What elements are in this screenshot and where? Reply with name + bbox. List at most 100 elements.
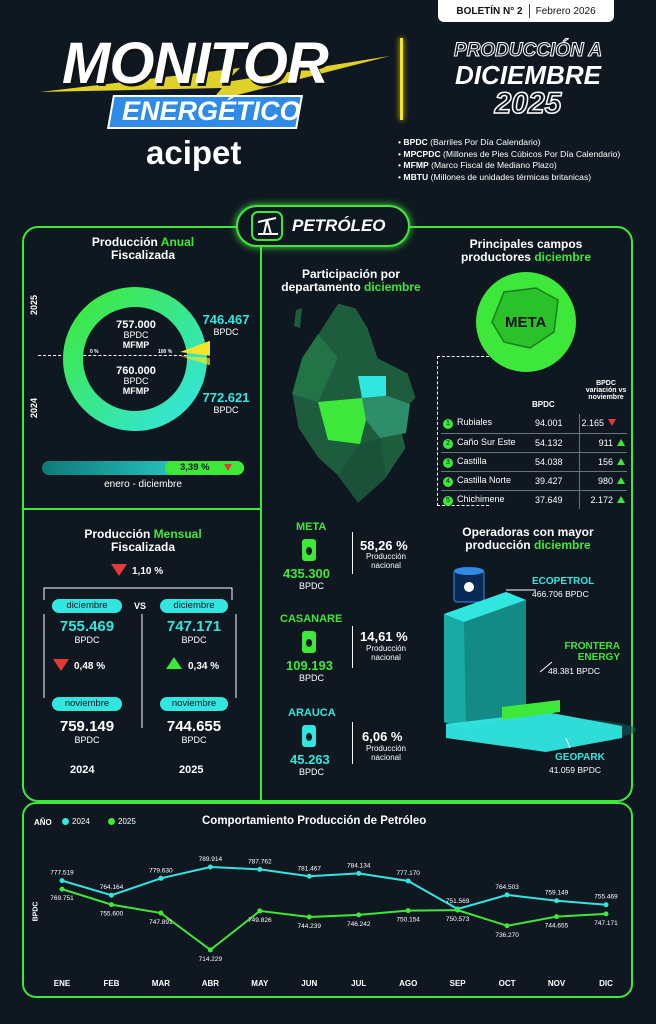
nov-2025-pill: noviembre — [160, 697, 228, 711]
data-label: 779.630 — [149, 867, 173, 874]
production-line1: PRODUCCIÓN A — [453, 40, 603, 62]
field-bpdc: 94.001 — [533, 414, 580, 434]
field-name: 4 Castilla Norte — [441, 471, 533, 491]
dept-arauca-label: Producción nacional — [365, 744, 407, 762]
nov-2024-value: 759.149 — [59, 718, 115, 735]
chart-title: Comportamiento Producción de Petróleo — [202, 815, 427, 827]
data-point — [257, 908, 263, 914]
meta-region-circle — [476, 272, 576, 372]
x-tick-label: MAR — [152, 979, 170, 988]
dept-meta-unit: BPDC — [299, 581, 325, 591]
monitor-title: MONITOR — [62, 31, 329, 96]
x-tick-label: DIC — [599, 979, 613, 988]
data-label: 769.751 — [50, 895, 74, 902]
dept-arauca-pct: 6,06 % — [362, 729, 403, 744]
x-tick-label: AGO — [399, 979, 417, 988]
dec-2024-pill: diciembre — [52, 599, 122, 613]
table-row: 2 Caño Sur Este 54.132 911 — [441, 433, 627, 453]
data-label: 777.170 — [396, 870, 420, 877]
bulletin-number: BOLETÍN N° 2 — [456, 5, 523, 17]
data-label: 751.569 — [446, 898, 470, 905]
dept-casanare-name: CASANARE — [280, 613, 343, 625]
field-var: 156 — [579, 452, 627, 472]
data-point — [158, 875, 164, 881]
col-bpdc-header: BPDC — [532, 400, 555, 409]
data-point — [455, 907, 461, 913]
field-name: 3 Castilla — [441, 452, 533, 472]
colombia-map — [291, 302, 417, 504]
legend-2024-label: 2024 — [72, 817, 90, 826]
data-label: 789.914 — [199, 856, 223, 863]
data-point — [59, 886, 65, 892]
table-row: 1 Rubiales 94.001 2.165 — [441, 414, 627, 434]
operator-ecopetrol-name: ECOPETROL — [532, 576, 595, 587]
value-2024-block: 772.621 BPDC — [200, 390, 252, 415]
header-divider — [400, 38, 403, 120]
year-2025-label: 2025 — [29, 294, 40, 316]
data-label: 747.891 — [149, 919, 173, 926]
data-label: 744.655 — [545, 923, 569, 930]
x-tick-label: OCT — [499, 979, 516, 988]
mfmp-2024-label: MFMP — [122, 386, 150, 396]
x-tick-label: SEP — [450, 979, 467, 988]
data-point — [405, 908, 411, 914]
tag-divider — [528, 4, 530, 18]
glossary-item: • BPDC (Barriles Por Día Calendario) — [398, 137, 541, 147]
data-point — [504, 923, 510, 929]
arrow-up-icon — [617, 495, 625, 503]
legend-2025: 2025 — [108, 817, 136, 826]
x-tick-label: ENE — [54, 979, 71, 988]
data-point — [554, 914, 560, 920]
nov-2025-block: 744.655 BPDC — [160, 718, 228, 745]
series-line-2024 — [61, 866, 607, 911]
monthly-title: Producción Mensual Fiscalizada — [84, 527, 202, 554]
legend-title: AÑO — [34, 818, 52, 827]
energetico-title: ENERGÉTICO — [122, 96, 301, 126]
chg-2024-value: 0,48 % — [74, 661, 106, 672]
bulletin-date: Febrero 2026 — [535, 5, 596, 17]
data-point — [603, 902, 609, 908]
data-label: 749.826 — [248, 917, 272, 924]
value-2025-block: 746.467 BPDC — [200, 312, 252, 337]
data-label: 750.154 — [396, 917, 420, 924]
x-tick-label: FEB — [103, 979, 119, 988]
field-var: 2.165 — [579, 414, 627, 434]
chg-2024-down-icon — [53, 659, 69, 671]
fields-table: 1 Rubiales 94.001 2.165 2 Caño Sur Este 54… — [441, 414, 627, 509]
data-point — [207, 947, 213, 953]
x-tick-label: NOV — [548, 979, 566, 988]
data-label: 755.600 — [100, 911, 124, 918]
pct-hundred: 100 % — [158, 349, 173, 355]
production-line2: DICIEMBRE — [455, 60, 601, 90]
nov-2025-value: 744.655 — [166, 718, 222, 735]
field-var: 980 — [579, 471, 627, 491]
mfmp-2025-unit: BPDC — [123, 330, 149, 340]
top-change-down-icon — [111, 564, 127, 576]
oil-pump-icon — [251, 211, 283, 241]
data-label: 750.573 — [446, 916, 470, 923]
annual-title: Producción Anual Fiscalizada — [91, 235, 195, 262]
dept-casanare-divider — [352, 626, 353, 668]
dec-2025-pill: diciembre — [160, 599, 228, 613]
x-tick-label: JUL — [351, 979, 366, 988]
nov-2024-pill: noviembre — [52, 697, 122, 711]
production-heading: PRODUCCIÓN A DICIEMBRE 2025 — [410, 40, 646, 121]
legend-2024: 2024 — [62, 817, 90, 826]
dec-2025-block: 747.171 BPDC — [160, 618, 228, 645]
x-tick-label: MAY — [251, 979, 269, 988]
data-point — [603, 911, 609, 917]
field-bpdc: 39.427 — [533, 471, 580, 491]
dept-arauca-unit: BPDC — [299, 767, 325, 777]
operator-ecopetrol-value: 466.706 BPDC — [532, 589, 589, 599]
dec-2024-unit: BPDC — [74, 635, 100, 645]
series-line-2025 — [61, 888, 607, 952]
bulletin-tag: BOLETÍN N° 2 Febrero 2026 — [438, 0, 614, 22]
fields-title: Principales campos productores diciembre — [460, 237, 592, 264]
glossary-item: • MFMP (Marco Fiscal de Mediano Plazo) — [398, 160, 557, 170]
legend-2024-dot — [62, 818, 69, 825]
arrow-up-icon — [617, 457, 625, 465]
data-label: 764.164 — [100, 884, 124, 891]
mfmp-2024-block: 760.000 BPDC MFMP — [98, 366, 174, 397]
variation-bar: 3,39 % — [42, 461, 244, 475]
table-row: 3 Castilla 54.038 156 — [441, 452, 627, 472]
